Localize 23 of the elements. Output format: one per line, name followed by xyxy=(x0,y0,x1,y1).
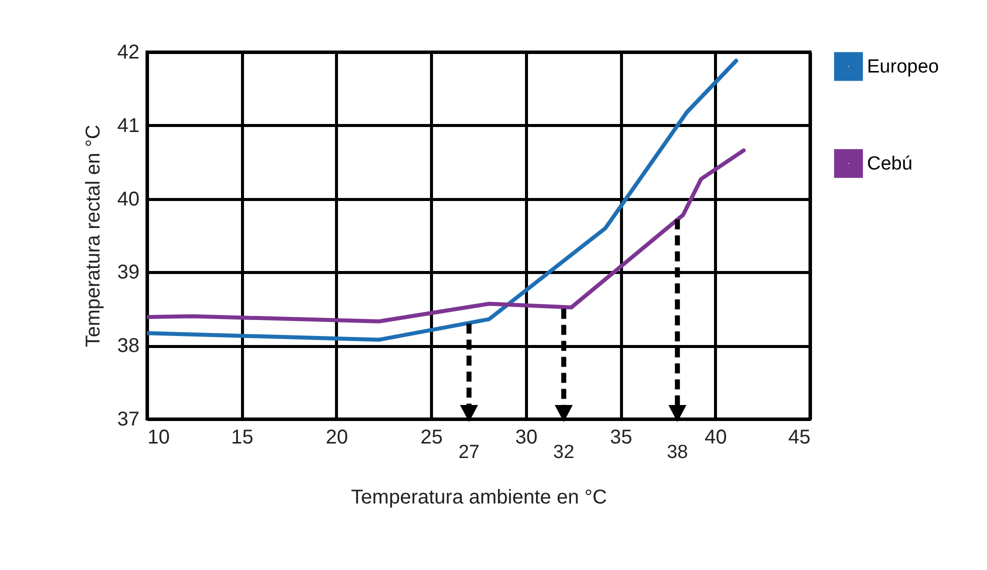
y-axis-title: Temperatura rectal en °C xyxy=(82,124,104,348)
x-tick-label: 35 xyxy=(610,426,632,448)
x-tick-label: 20 xyxy=(326,426,348,448)
y-tick-label: 42 xyxy=(117,42,140,64)
legend-label: Cebú xyxy=(867,154,912,174)
y-tick-label: 41 xyxy=(117,114,140,137)
legend-label: Europeo xyxy=(867,56,939,78)
x-tick-label: 15 xyxy=(231,426,254,448)
x-tick-label: 45 xyxy=(788,426,810,448)
line-series xyxy=(147,148,746,324)
x-tick-label: 10 xyxy=(148,426,170,448)
x-axis-title: Temperatura ambiente en °C xyxy=(351,486,607,508)
line-series xyxy=(147,58,738,342)
annotation: 32 xyxy=(553,442,574,463)
x-tick-label: 25 xyxy=(420,426,443,448)
y-tick-label: 38 xyxy=(117,335,140,358)
y-tick-label: 37 xyxy=(117,408,140,430)
y-tick-label: 39 xyxy=(117,262,140,284)
x-tick-label: 40 xyxy=(704,426,727,448)
y-tick-label: 40 xyxy=(117,188,140,210)
annotation: 38 xyxy=(666,442,688,463)
annotation: 27 xyxy=(458,442,480,463)
x-tick-label: 30 xyxy=(515,426,538,448)
